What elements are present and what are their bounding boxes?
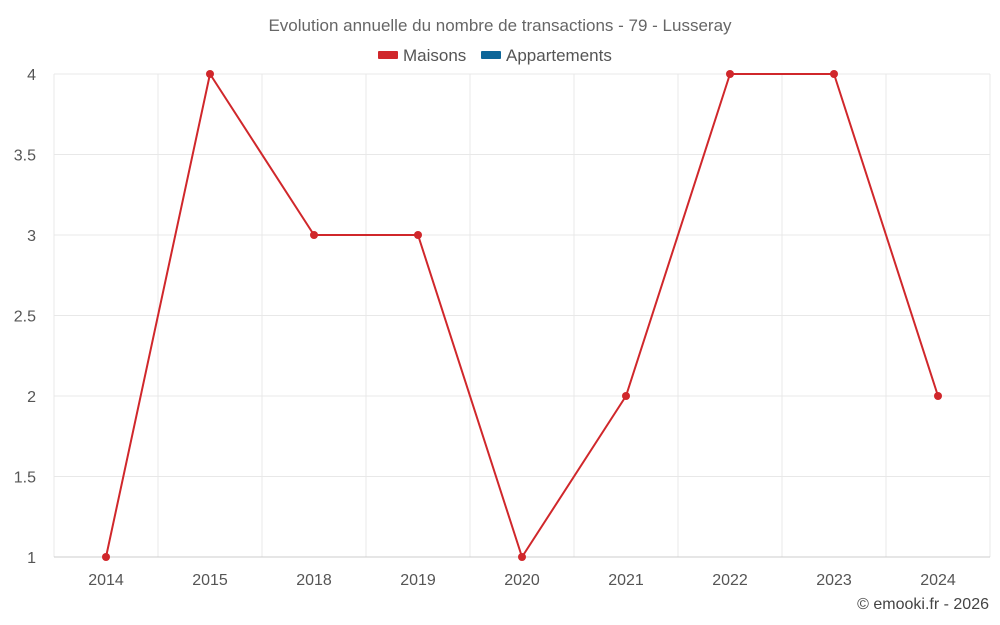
data-point[interactable]: [414, 231, 422, 239]
x-tick-label: 2020: [504, 572, 540, 589]
x-tick-label: 2021: [608, 572, 644, 589]
x-tick-label: 2014: [88, 572, 124, 589]
data-point[interactable]: [934, 392, 942, 400]
legend: Maisons Appartements: [378, 46, 612, 65]
y-tick-label: 4: [27, 67, 36, 84]
legend-item-appartements[interactable]: Appartements: [481, 46, 612, 65]
credit-text: © emooki.fr - 2026: [857, 596, 989, 613]
x-tick-label: 2023: [816, 572, 852, 589]
data-point[interactable]: [830, 70, 838, 78]
data-point[interactable]: [102, 553, 110, 561]
data-point[interactable]: [310, 231, 318, 239]
legend-label-maisons: Maisons: [403, 46, 466, 65]
y-gridlines: [54, 73, 990, 477]
x-tick-label: 2022: [712, 572, 748, 589]
x-tick-label: 2018: [296, 572, 332, 589]
data-point[interactable]: [206, 70, 214, 78]
x-gridlines: [53, 74, 991, 557]
data-point[interactable]: [518, 553, 526, 561]
y-tick-label: 1.5: [14, 470, 36, 487]
y-axis-ticks: 1 1.5 2 2.5 3 3.5 4: [14, 67, 36, 567]
x-tick-label: 2024: [920, 572, 956, 589]
legend-item-maisons[interactable]: Maisons: [378, 46, 466, 65]
y-tick-label: 3: [27, 228, 36, 245]
x-tick-label: 2015: [192, 572, 228, 589]
y-tick-label: 1: [27, 550, 36, 567]
x-axis-ticks: 2014 2015 2018 2019 2020 2021 2022 2023 2024: [88, 572, 956, 589]
legend-swatch-maisons: [378, 51, 398, 59]
y-tick-label: 2.5: [14, 309, 36, 326]
data-point[interactable]: [726, 70, 734, 78]
y-tick-label: 3.5: [14, 148, 36, 165]
data-point[interactable]: [622, 392, 630, 400]
y-tick-label: 2: [27, 389, 36, 406]
chart-title: Evolution annuelle du nombre de transact…: [268, 16, 732, 35]
x-tick-label: 2019: [400, 572, 436, 589]
legend-swatch-appartements: [481, 51, 501, 59]
legend-label-appartements: Appartements: [506, 46, 612, 65]
series-maisons: [102, 70, 942, 561]
